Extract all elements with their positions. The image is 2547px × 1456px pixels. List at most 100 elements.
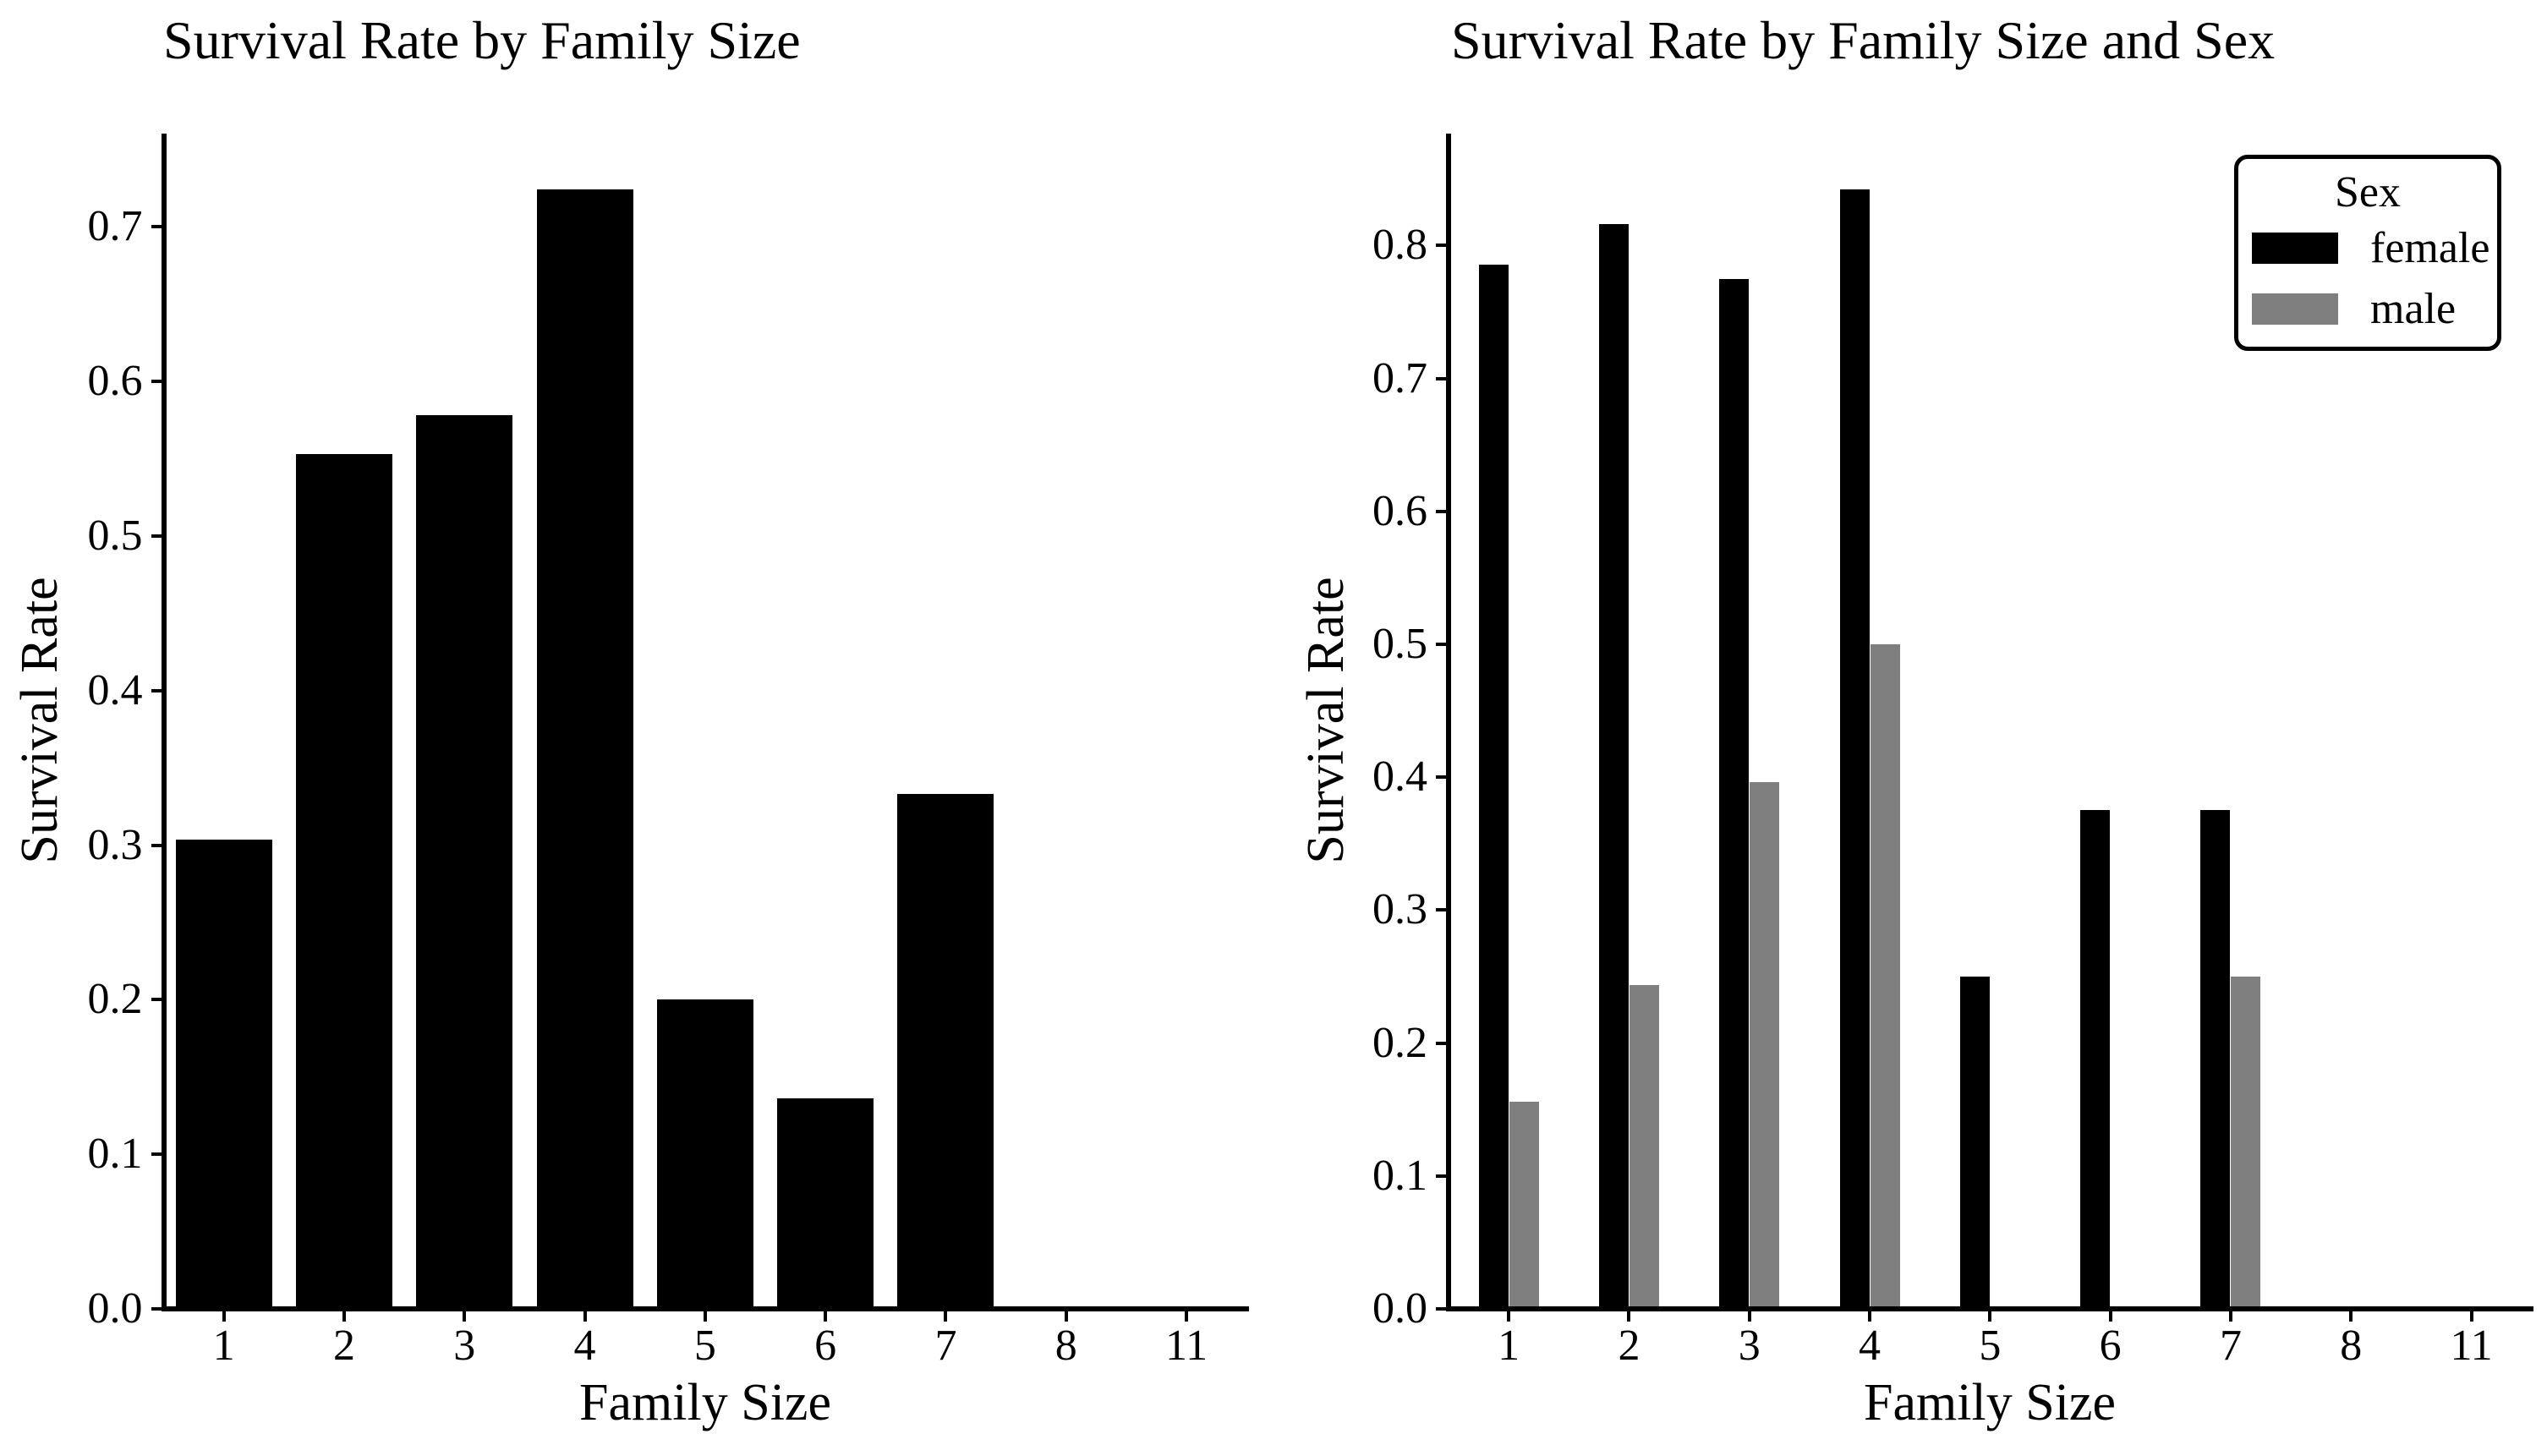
- x-tick-label: 5: [1979, 1322, 2002, 1370]
- x-tick-label: 2: [1618, 1322, 1640, 1370]
- y-tick-label: 0.5: [87, 511, 143, 560]
- bar-fs4: [536, 189, 633, 1309]
- bar-female-fs3: [1719, 278, 1750, 1309]
- x-tick: [463, 1311, 467, 1322]
- y-tick-label: 0.7: [1372, 353, 1427, 402]
- x-tick-label: 4: [1859, 1322, 1881, 1370]
- bar-female-fs1: [1478, 264, 1509, 1309]
- x-tick-label: 4: [573, 1322, 596, 1370]
- bar-male-fs2: [1629, 984, 1659, 1309]
- bar-fs3: [416, 414, 513, 1309]
- y-tick-label: 0.5: [1372, 619, 1427, 668]
- x-tick-label: 3: [453, 1322, 476, 1370]
- y-tick: [151, 1152, 162, 1157]
- bar-fs2: [295, 454, 392, 1309]
- y-tick: [151, 998, 162, 1002]
- x-tick-label: 6: [2099, 1322, 2122, 1370]
- x-tick-label: 8: [1054, 1322, 1077, 1370]
- y-tick: [1436, 376, 1446, 380]
- x-axis-spine: [1446, 1306, 2533, 1311]
- y-tick-label: 0.7: [87, 202, 143, 251]
- y-tick-label: 0.0: [87, 1284, 143, 1333]
- chart-title: Survival Rate by Family Size and Sex: [1451, 10, 2276, 70]
- y-tick-label: 0.3: [1372, 885, 1427, 934]
- x-tick-label: 11: [2450, 1322, 2493, 1370]
- x-tick: [1507, 1311, 1511, 1322]
- y-tick: [1436, 1041, 1446, 1045]
- y-tick: [1436, 1307, 1446, 1311]
- bar-female-fs2: [1598, 224, 1629, 1309]
- chart-title: Survival Rate by Family Size: [163, 10, 801, 70]
- x-tick: [1988, 1311, 1992, 1322]
- x-tick-label: 8: [2340, 1322, 2363, 1370]
- y-tick-label: 0.3: [87, 820, 143, 869]
- x-tick: [703, 1311, 707, 1322]
- y-tick: [1436, 1174, 1446, 1178]
- y-tick-label: 0.8: [1372, 221, 1427, 270]
- x-tick: [1868, 1311, 1872, 1322]
- y-tick-label: 0.2: [1372, 1018, 1427, 1067]
- legend: Sex female male: [2234, 155, 2501, 351]
- legend-title: Sex: [2335, 168, 2401, 216]
- x-axis-spine: [161, 1306, 1249, 1311]
- y-tick-label: 0.2: [87, 975, 143, 1024]
- x-axis-label: Family Size: [579, 1374, 831, 1431]
- x-tick: [2469, 1311, 2473, 1322]
- bar-male-fs4: [1870, 643, 1900, 1309]
- x-tick: [1747, 1311, 1751, 1322]
- y-tick-label: 0.6: [1372, 486, 1427, 535]
- x-tick-label: 6: [814, 1322, 837, 1370]
- x-tick: [824, 1311, 828, 1322]
- x-axis-label: Family Size: [1864, 1374, 2116, 1431]
- y-axis-label: Survival Rate: [1297, 577, 1355, 864]
- bar-fs6: [777, 1097, 874, 1309]
- y-tick: [151, 534, 162, 538]
- legend-swatch-male: [2252, 293, 2338, 325]
- y-axis-label: Survival Rate: [11, 577, 68, 864]
- y-tick-label: 0.1: [87, 1130, 143, 1179]
- y-tick: [1436, 642, 1446, 646]
- x-tick-label: 7: [2219, 1322, 2242, 1370]
- y-tick: [1436, 509, 1446, 513]
- x-tick-label: 7: [934, 1322, 957, 1370]
- bar-male-fs3: [1750, 781, 1780, 1309]
- y-tick-label: 0.1: [1372, 1151, 1427, 1200]
- y-tick: [1436, 908, 1446, 912]
- x-tick: [2228, 1311, 2232, 1322]
- x-tick: [944, 1311, 948, 1322]
- bar-female-fs7: [2200, 810, 2231, 1309]
- bar-female-fs5: [1959, 976, 1990, 1309]
- x-tick: [342, 1311, 346, 1322]
- y-tick: [1436, 244, 1446, 248]
- bar-fs5: [656, 999, 753, 1309]
- y-tick: [151, 843, 162, 847]
- x-tick: [583, 1311, 587, 1322]
- x-tick: [2108, 1311, 2112, 1322]
- y-tick: [151, 380, 162, 384]
- y-tick-label: 0.4: [87, 665, 143, 714]
- x-tick-label: 3: [1738, 1322, 1761, 1370]
- bar-male-fs7: [2231, 976, 2261, 1309]
- x-tick-label: 1: [1498, 1322, 1520, 1370]
- y-tick: [1436, 775, 1446, 780]
- legend-swatch-female: [2252, 233, 2338, 264]
- x-tick-label: 5: [693, 1322, 716, 1370]
- bar-male-fs1: [1509, 1102, 1539, 1309]
- y-tick-label: 0.0: [1372, 1284, 1427, 1333]
- bar-female-fs6: [2080, 810, 2111, 1309]
- x-tick-label: 1: [212, 1322, 235, 1370]
- bar-fs7: [897, 793, 994, 1309]
- y-axis-spine: [1446, 134, 1451, 1311]
- y-tick-label: 0.6: [87, 357, 143, 406]
- y-axis-spine: [161, 134, 167, 1311]
- y-tick: [151, 1307, 162, 1311]
- x-tick: [1185, 1311, 1189, 1322]
- x-tick: [1627, 1311, 1631, 1322]
- legend-label-female: female: [2370, 224, 2490, 272]
- legend-label-male: male: [2370, 285, 2457, 333]
- y-tick: [151, 225, 162, 229]
- x-tick: [2349, 1311, 2353, 1322]
- y-tick-label: 0.4: [1372, 753, 1427, 802]
- x-tick-label: 2: [332, 1322, 355, 1370]
